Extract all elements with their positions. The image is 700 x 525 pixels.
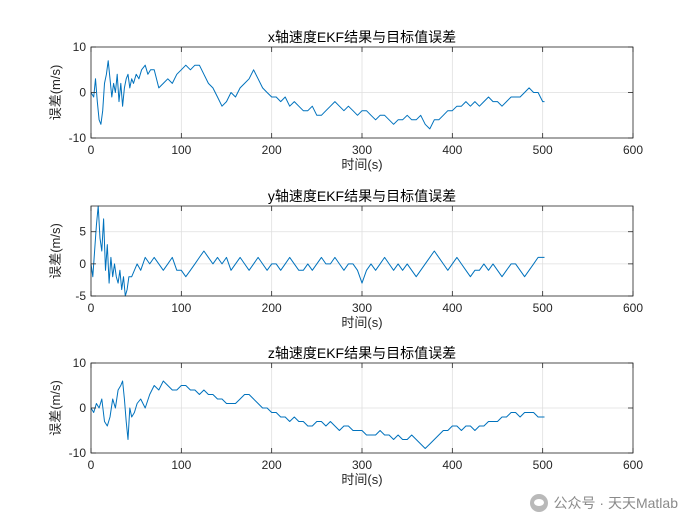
chart-2-ytick-label-0: 5 bbox=[79, 225, 86, 239]
chart-2-xtick-label-0: 0 bbox=[88, 301, 95, 315]
chart-3-ytick-label-0: 10 bbox=[73, 356, 87, 370]
chart-3-ylabel: 误差(m/s) bbox=[48, 380, 63, 436]
chart-3-xtick-label-4: 400 bbox=[442, 458, 462, 472]
chart-1-xtick-label-3: 300 bbox=[352, 143, 372, 157]
chart-1-xtick-label-2: 200 bbox=[262, 143, 282, 157]
chart-1-ytick-label-1: 0 bbox=[79, 86, 86, 100]
chart-2-xtick-label-4: 400 bbox=[442, 301, 462, 315]
chart-3-xtick-label-5: 500 bbox=[533, 458, 553, 472]
chart-2-ytick-label-2: -5 bbox=[75, 289, 86, 303]
chart-3-ytick-label-1: 0 bbox=[79, 401, 86, 415]
chart-3-xtick-label-0: 0 bbox=[88, 458, 95, 472]
chart-1-ytick-label-2: -10 bbox=[69, 131, 87, 145]
chart-3-xtick-label-6: 600 bbox=[623, 458, 643, 472]
chart-3-xtick-label-2: 200 bbox=[262, 458, 282, 472]
chart-2-ylabel: 误差(m/s) bbox=[48, 223, 63, 279]
chart-2-xlabel: 时间(s) bbox=[341, 315, 382, 330]
chart-2-xtick-label-6: 600 bbox=[623, 301, 643, 315]
chart-1-title: x轴速度EKF结果与目标值误差 bbox=[268, 29, 456, 45]
chart-1-xtick-label-5: 500 bbox=[533, 143, 553, 157]
chart-2-xtick-label-1: 100 bbox=[171, 301, 191, 315]
chart-1-xtick-label-4: 400 bbox=[442, 143, 462, 157]
chart-1-series-line-0 bbox=[90, 60, 545, 130]
chart-1-xlabel: 时间(s) bbox=[341, 157, 382, 172]
chart-2-xtick-label-2: 200 bbox=[262, 301, 282, 315]
chart-2-ytick-label-1: 0 bbox=[79, 257, 86, 271]
chart-1-ylabel: 误差(m/s) bbox=[48, 65, 63, 121]
chart-1-xtick-label-1: 100 bbox=[171, 143, 191, 157]
chart-3-title: z轴速度EKF结果与目标值误差 bbox=[268, 345, 456, 361]
chart-1-xtick-label-6: 600 bbox=[623, 143, 643, 157]
chart-2-xtick-label-3: 300 bbox=[352, 301, 372, 315]
chart-2-series-line-0 bbox=[90, 205, 545, 297]
chart-3-xlabel: 时间(s) bbox=[341, 472, 382, 487]
chart-3-ytick-label-2: -10 bbox=[69, 446, 87, 460]
watermark-text: 公众号 · 天天Matlab bbox=[553, 495, 678, 511]
wechat-icon bbox=[529, 494, 548, 512]
chart-3-xtick-label-3: 300 bbox=[352, 458, 372, 472]
chart-1-xtick-label-0: 0 bbox=[88, 143, 95, 157]
chart-2-xtick-label-5: 500 bbox=[533, 301, 553, 315]
chart-3-xtick-label-1: 100 bbox=[171, 458, 191, 472]
chart-1-ytick-label-0: 10 bbox=[73, 40, 87, 54]
watermark: 公众号 · 天天Matlab bbox=[529, 493, 678, 513]
chart-3-series-line-0 bbox=[90, 380, 545, 449]
chart-2-title: y轴速度EKF结果与目标值误差 bbox=[268, 188, 456, 204]
